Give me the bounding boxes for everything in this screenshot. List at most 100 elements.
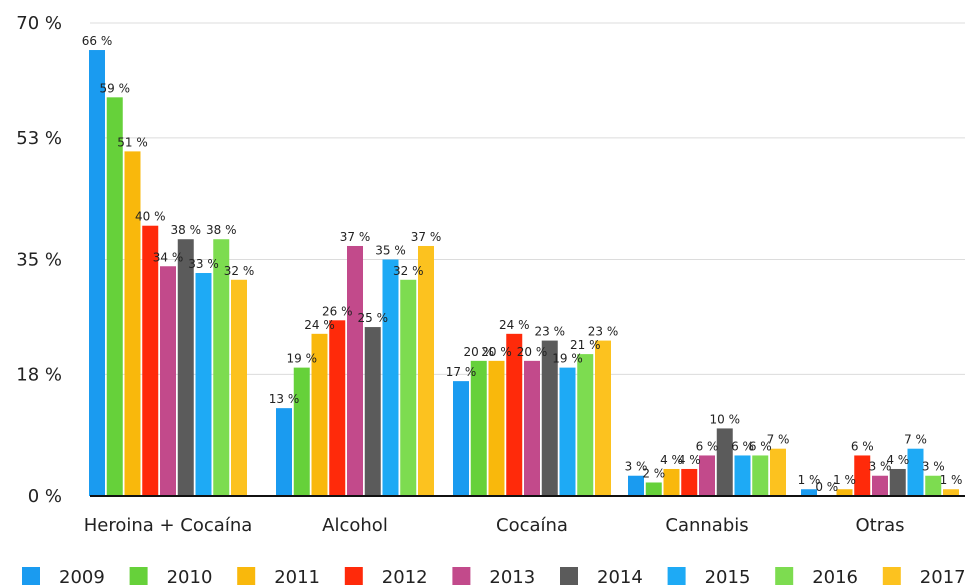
bar-2012-2 xyxy=(506,333,523,496)
bar-2015-2 xyxy=(559,367,576,496)
data-label: 20 % xyxy=(481,345,512,359)
data-label: 24 % xyxy=(499,318,530,332)
legend-label: 2013 xyxy=(489,567,535,585)
bar-2017-0 xyxy=(231,279,247,496)
bar-2014-1 xyxy=(364,327,381,496)
data-label: 32 % xyxy=(393,264,424,278)
data-label: 4 % xyxy=(678,453,701,467)
data-label: 40 % xyxy=(135,210,166,224)
data-label: 7 % xyxy=(904,433,927,447)
bar-2014-0 xyxy=(177,239,194,496)
bar-2009-1 xyxy=(276,408,292,496)
data-label: 23 % xyxy=(588,325,619,339)
legend-swatch-2014 xyxy=(560,567,578,585)
data-label: 21 % xyxy=(570,338,601,352)
bar-2017-1 xyxy=(418,245,434,496)
data-label: 19 % xyxy=(552,352,583,366)
data-label: 7 % xyxy=(767,433,790,447)
bar-2010-3 xyxy=(645,482,662,496)
data-label: 6 % xyxy=(696,439,719,453)
bar-2015-3 xyxy=(734,455,751,496)
bar-2009-0 xyxy=(89,50,105,497)
category-label: Heroina + Cocaína xyxy=(84,515,253,536)
data-label: 4 % xyxy=(886,453,909,467)
data-label: 23 % xyxy=(535,325,566,339)
data-label: 20 % xyxy=(464,345,495,359)
category-label: Cannabis xyxy=(665,515,748,536)
legend-swatch-2013 xyxy=(452,567,471,585)
legend-label: 2010 xyxy=(167,567,213,585)
bar-2013-3 xyxy=(699,455,715,496)
legend-swatch-2009 xyxy=(22,567,40,585)
legend-label: 2016 xyxy=(812,567,858,585)
data-label: 24 % xyxy=(304,318,335,332)
legend-label: 2015 xyxy=(705,567,751,585)
bar-2015-4 xyxy=(907,448,924,496)
data-label: 34 % xyxy=(153,250,184,264)
data-label: 2 % xyxy=(642,466,665,480)
legend-swatch-2015 xyxy=(667,567,686,585)
y-tick-label: 18 % xyxy=(16,364,62,385)
y-tick-label: 35 % xyxy=(16,250,62,271)
bar-2010-0 xyxy=(106,97,123,496)
data-label: 6 % xyxy=(851,439,874,453)
bar-2011-3 xyxy=(663,468,680,496)
data-labels: 66 %13 %17 %3 %1 %59 %19 % 20 %2 %0 %51 %… xyxy=(82,34,963,494)
legend-swatch-2010 xyxy=(129,567,148,585)
bar-2017-4 xyxy=(943,489,959,496)
bar-2013-1 xyxy=(347,245,363,496)
data-label: 1 % xyxy=(798,473,821,487)
data-label: 51 % xyxy=(117,135,148,149)
data-label: 25 % xyxy=(358,311,389,325)
bar-2012-0 xyxy=(142,225,159,496)
data-label: 59 % xyxy=(100,81,131,95)
data-label: 20 % xyxy=(517,345,548,359)
bar-2014-4 xyxy=(889,468,906,496)
data-label: 4 % xyxy=(660,453,683,467)
bar-2013-2 xyxy=(524,360,540,496)
data-label: 66 % xyxy=(82,34,113,48)
bar-2016-3 xyxy=(752,455,769,496)
y-tick-label: 53 % xyxy=(16,128,62,149)
legend-swatch-2017 xyxy=(882,567,901,585)
bar-2012-3 xyxy=(681,468,698,496)
bar-2014-3 xyxy=(716,428,733,496)
bar-2016-2 xyxy=(577,354,594,496)
bar-2015-0 xyxy=(195,273,212,496)
bar-2016-0 xyxy=(213,239,230,496)
bar-2014-2 xyxy=(541,340,558,496)
bar-2011-2 xyxy=(488,360,505,496)
bar-2017-3 xyxy=(770,448,786,496)
category-label: Alcohol xyxy=(322,515,388,536)
legend-label: 2009 xyxy=(59,567,105,585)
data-label: 17 % xyxy=(446,365,477,379)
legend-label: 2011 xyxy=(274,567,320,585)
data-label: 35 % xyxy=(375,244,406,258)
legend-label: 2017 xyxy=(920,567,966,585)
data-label: 3 % xyxy=(922,460,945,474)
x-axis-category-labels: Heroina + Cocaína Alcohol Cocaína Cannabis O… xyxy=(84,515,905,536)
legend: 2009 2010 2011 2012 2013 2014 2015 2016 2017 xyxy=(22,567,966,585)
legend-label: 2014 xyxy=(597,567,643,585)
bar-2015-1 xyxy=(382,259,399,496)
bars xyxy=(89,50,959,497)
bar-2017-2 xyxy=(595,340,611,496)
data-label: 13 % xyxy=(269,392,300,406)
bar-2012-4 xyxy=(854,455,871,496)
bar-2009-4 xyxy=(801,489,817,496)
bar-2009-2 xyxy=(453,381,469,496)
bar-2016-1 xyxy=(400,279,417,496)
data-label: 1 % xyxy=(940,473,963,487)
y-tick-label: 70 % xyxy=(16,13,62,34)
data-label: 3 % xyxy=(869,460,892,474)
data-label: 38 % xyxy=(171,223,202,237)
bar-2011-0 xyxy=(124,151,141,496)
data-label: 37 % xyxy=(411,230,442,244)
y-tick-label: 0 % xyxy=(28,486,62,507)
data-label: 19 % xyxy=(287,352,318,366)
legend-swatch-2011 xyxy=(237,567,256,585)
data-label: 6 % xyxy=(731,439,754,453)
bar-2010-2 xyxy=(470,360,487,496)
data-label: 37 % xyxy=(340,230,371,244)
